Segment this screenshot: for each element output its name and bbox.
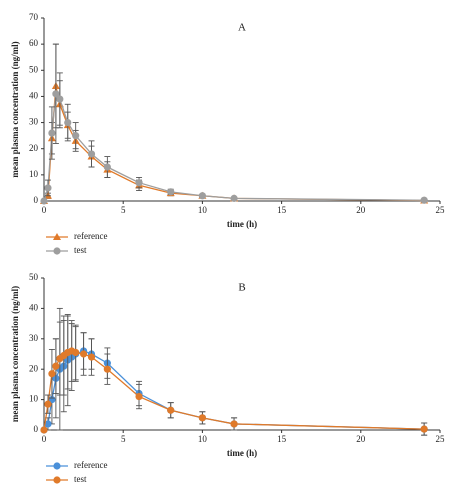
data-point [72,132,80,140]
data-point [420,196,428,204]
data-point [48,129,56,137]
data-point [52,362,60,370]
y-tick-label: 10 [29,169,39,179]
data-point [167,406,175,414]
x-tick-label: 25 [436,434,446,444]
data-point [135,392,143,401]
x-axis-label: time (h) [227,219,257,229]
data-point [56,95,64,103]
data-point [87,150,96,158]
data-point [64,118,72,127]
y-tick-label: 20 [29,143,39,153]
x-tick-label: 15 [277,205,287,215]
data-point [44,400,52,408]
legend-label: reference [74,231,107,241]
data-point [44,420,52,428]
y-tick-label: 60 [29,38,39,48]
x-tick-label: 15 [277,434,287,444]
y-axis-label: mean plasma concentration (ng/ml) [10,286,20,422]
x-tick-label: 10 [198,205,208,215]
x-tick-label: 5 [121,205,126,215]
y-tick-label: 10 [29,394,39,404]
legend-marker [53,462,61,470]
data-point [87,353,96,361]
y-tick-label: 40 [29,302,39,312]
x-tick-label: 10 [198,434,208,444]
y-axis-label: mean plasma concentration (ng/ml) [10,41,20,177]
data-point [420,425,428,433]
data-point [198,414,206,422]
data-point [198,192,206,200]
data-point [72,348,80,357]
y-tick-label: 0 [34,195,39,205]
data-point [103,163,111,171]
data-point [230,194,238,202]
y-tick-label: 30 [29,333,39,343]
series-line [43,85,425,202]
legend-marker [53,247,61,255]
x-tick-label: 20 [356,434,366,444]
data-point [80,350,88,358]
y-tick-label: 50 [29,272,39,282]
data-point [167,188,175,196]
data-point [103,365,111,373]
data-point [44,184,52,192]
data-point [135,179,143,187]
x-tick-label: 20 [356,205,366,215]
x-tick-label: 5 [121,434,126,444]
y-tick-label: 50 [29,64,39,74]
data-point [40,426,48,434]
legend-label: reference [74,460,107,470]
data-point [48,370,56,378]
x-tick-label: 0 [42,434,47,444]
y-tick-label: 70 [29,12,39,22]
x-tick-label: 0 [42,205,47,215]
legend-marker [53,233,61,240]
y-tick-label: 20 [29,363,39,373]
panel-label: A [238,22,246,34]
data-point [230,420,238,428]
legend-label: test [74,245,87,255]
x-axis-label: time (h) [227,448,257,458]
legend-marker [53,476,61,484]
legend-label: test [74,474,87,484]
x-tick-label: 25 [436,205,446,215]
series-line [43,92,425,202]
y-tick-label: 30 [29,117,39,127]
data-point [52,90,60,98]
y-tick-label: 40 [29,90,39,100]
panel-label: B [238,282,245,294]
data-point [40,197,48,205]
y-tick-label: 0 [34,424,39,434]
